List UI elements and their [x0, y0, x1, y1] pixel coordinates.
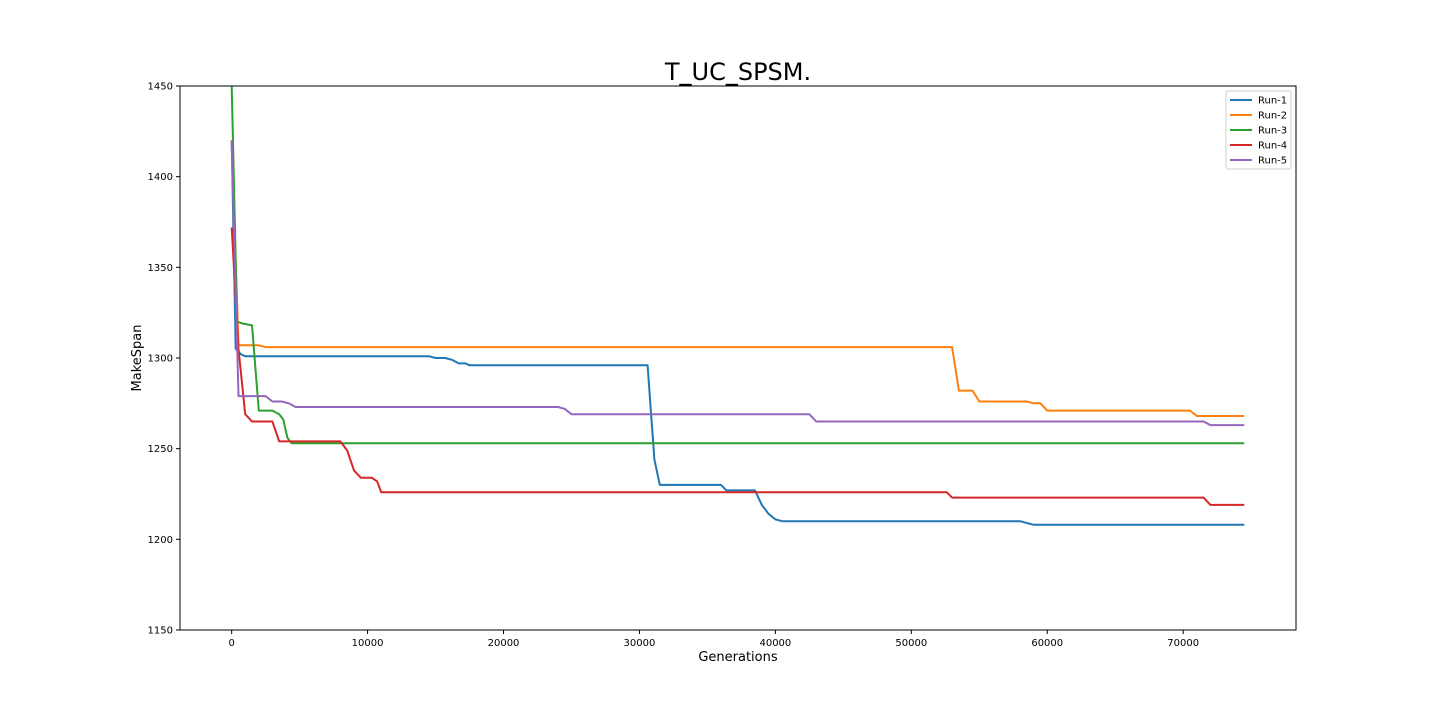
y-tick-label: 1150: [148, 626, 173, 637]
y-tick-label: 1300: [148, 354, 173, 365]
x-tick-label: 70000: [1167, 638, 1199, 649]
legend-label-1: Run-1: [1258, 96, 1287, 107]
x-axis-ticks: 0 10000 20000 30000 40000 50000 60000 70000: [228, 630, 1199, 649]
legend-label-5: Run-5: [1258, 156, 1287, 167]
x-tick-label: 60000: [1031, 638, 1063, 649]
series-line-3: [230, 86, 1245, 445]
y-axis-label: MakeSpan: [130, 325, 145, 392]
legend-label-4: Run-4: [1258, 141, 1287, 152]
y-tick-label: 1400: [148, 172, 173, 183]
x-tick-label: 0: [228, 638, 234, 649]
legend-label-3: Run-3: [1258, 126, 1287, 137]
series-line-5: [230, 140, 1245, 427]
series-line-2: [230, 140, 1245, 417]
y-tick-label: 1350: [148, 263, 173, 274]
x-tick-label: 40000: [759, 638, 791, 649]
x-tick-label: 10000: [352, 638, 384, 649]
x-tick-label: 20000: [488, 638, 520, 649]
y-tick-label: 1450: [148, 82, 173, 93]
y-tick-label: 1200: [148, 535, 173, 546]
x-tick-label: 50000: [895, 638, 927, 649]
series-lines: [230, 86, 1245, 526]
legend: Run-1 Run-2 Run-3 Run-4 Run-5: [1225, 90, 1292, 170]
plot-frame: [179, 85, 1297, 631]
y-tick-label: 1250: [148, 444, 173, 455]
x-tick-label: 30000: [624, 638, 656, 649]
y-axis-ticks: 1150 1200 1250 1300 1350 1400 1450: [148, 82, 180, 637]
legend-label-2: Run-2: [1258, 111, 1287, 122]
series-line-1: [230, 140, 1245, 526]
legend-box: [1225, 90, 1292, 170]
x-axis-label: Generations: [698, 650, 778, 665]
chart-title: T_UC_SPSM.: [664, 58, 811, 86]
series-line-4: [230, 227, 1245, 506]
